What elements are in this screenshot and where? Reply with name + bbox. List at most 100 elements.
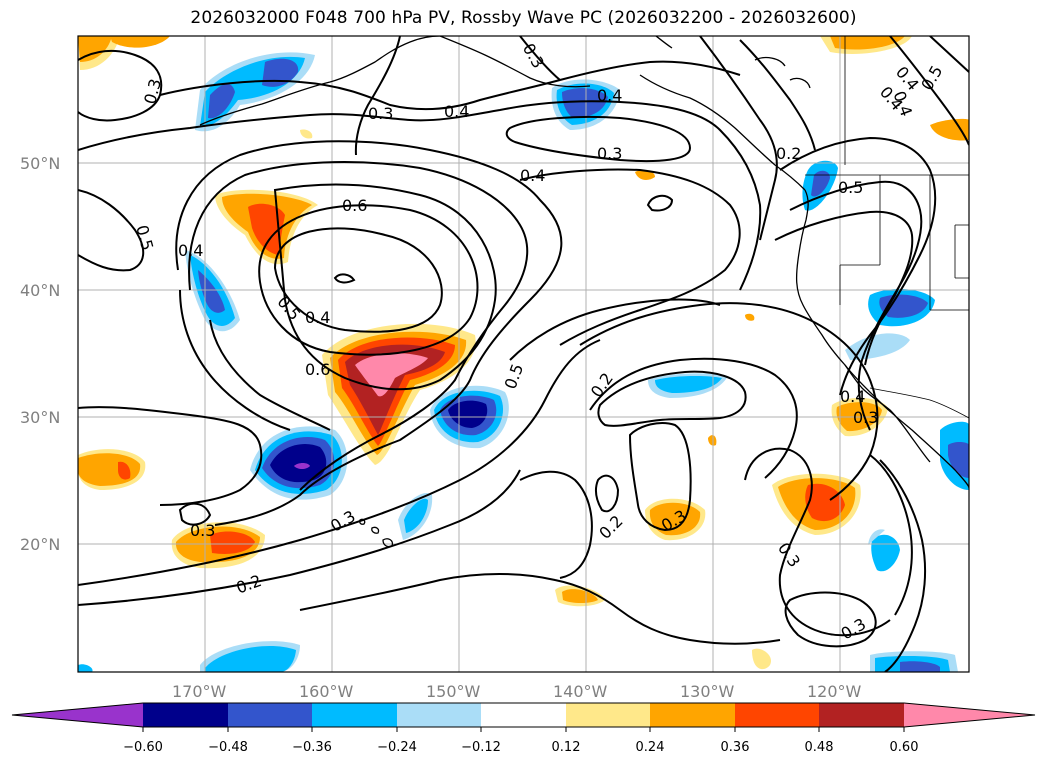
contour-0-2-south-long xyxy=(78,469,521,606)
lat-label-20n: 20°N xyxy=(20,535,60,554)
colorbar-segment xyxy=(650,703,735,727)
contour-0-2-small xyxy=(594,474,620,513)
contour-label: 0.5 xyxy=(838,178,863,197)
contour-0-3-se xyxy=(869,454,913,616)
colorbar-tick-label: 0.24 xyxy=(636,740,665,755)
contour-label: 0.4 xyxy=(444,102,469,121)
contour-0-5-west xyxy=(78,406,263,506)
figure-title: 2026032000 F048 700 hPa PV, Rossby Wave … xyxy=(190,8,857,28)
contour-0-3-loop xyxy=(646,194,674,212)
contour-0-5-broad xyxy=(188,161,529,491)
lon-label-140w: 140°W xyxy=(553,682,608,701)
positive-anomaly-topleft2 xyxy=(110,36,170,48)
positive-anomaly-right-edge xyxy=(930,118,969,141)
pv-filled-anomalies xyxy=(78,36,969,672)
colorbar-segment xyxy=(735,703,819,727)
negative-anomaly-bl xyxy=(78,664,93,672)
colorbar-tick-label: 0.48 xyxy=(805,740,834,755)
pv-contours xyxy=(78,36,969,672)
contour-0-5-ne xyxy=(929,36,969,73)
negative-anomaly-coast-mid xyxy=(845,333,910,360)
negative-anomaly-north xyxy=(562,88,608,118)
contour-0-3-south-long xyxy=(78,339,601,586)
positive-anomaly-small xyxy=(635,169,655,180)
lon-label-120w: 120°W xyxy=(807,682,862,701)
lon-label-150w: 150°W xyxy=(426,682,481,701)
contour-label: 0.3 xyxy=(597,144,622,163)
contour-0-5-coast2 xyxy=(774,210,914,366)
negative-anomaly-subtropical xyxy=(294,463,310,469)
contour-0-4-west xyxy=(78,189,145,272)
negative-anomaly-bottom-right xyxy=(900,661,940,672)
island xyxy=(789,77,811,89)
contour-0-3-north3 xyxy=(505,115,692,163)
contour-0-2-loop xyxy=(597,370,747,427)
contour-0-2-east xyxy=(589,357,798,479)
contour-label: 0.3 xyxy=(853,408,878,427)
contour-0-4-broad xyxy=(175,140,563,526)
contour-0-4-west2 xyxy=(179,289,291,431)
contour-0-5-west2 xyxy=(209,319,331,431)
contour-0-3-se2 xyxy=(879,459,927,672)
colorbar-segment xyxy=(566,703,650,727)
colorbar-tick-label: −0.36 xyxy=(292,740,332,755)
contour-0-4-north xyxy=(78,100,762,291)
colorbar-segment xyxy=(481,703,566,727)
contour-0-3-ne xyxy=(519,36,561,81)
contour-label: 0.6 xyxy=(305,360,330,379)
contour-label: 0.4 xyxy=(597,86,622,105)
colorbar-tick-label: 0.36 xyxy=(721,740,750,755)
positive-anomaly-small xyxy=(752,648,771,670)
map-frame xyxy=(77,35,970,673)
map-panel: 0.3 0.3 0.3 0.4 0.4 0.3 0.4 0.2 0.5 0.6 … xyxy=(78,36,969,672)
colorbar-tick-label: −0.24 xyxy=(377,740,417,755)
island xyxy=(654,36,673,49)
contour-0-4-mid xyxy=(519,168,741,346)
contour-0-6-main xyxy=(273,183,497,391)
alaska-coast-segment xyxy=(439,36,591,88)
positive-anomaly-nw xyxy=(248,203,285,255)
colorbar-segment xyxy=(312,703,397,727)
hawaii xyxy=(371,526,380,534)
contour-0-2-coast xyxy=(739,39,816,151)
negative-anomaly-mexico xyxy=(948,441,969,478)
positive-anomaly-west-edge xyxy=(118,461,131,480)
contour-label: 0.2 xyxy=(776,144,801,163)
baja-coast xyxy=(844,364,931,463)
state-borders xyxy=(839,36,969,311)
colorbar-tick-label: 0.12 xyxy=(552,740,581,755)
contour-0-3-coast xyxy=(699,36,778,241)
colorbar-segment xyxy=(228,703,312,727)
contour-0-3-north2 xyxy=(159,60,741,111)
latitude-labels: 50°N 40°N 30°N 20°N xyxy=(20,154,60,554)
colorbar-segment xyxy=(819,703,904,727)
colorbar-extend-low xyxy=(12,703,143,727)
colorbar-segment xyxy=(397,703,481,727)
panhandle-coast xyxy=(639,74,806,191)
colorbar-tick-label: 0.60 xyxy=(890,740,919,755)
contour-label: 0.3 xyxy=(368,104,393,123)
contour-0-2-central xyxy=(519,470,593,579)
negative-anomaly-coast-north xyxy=(811,170,830,197)
colorbar-segment xyxy=(143,703,228,727)
contour-label: 0.4 xyxy=(178,241,203,260)
colorbar-tick-label: −0.48 xyxy=(208,740,248,755)
political-borders xyxy=(805,36,969,419)
negative-anomaly-hawaii-ne xyxy=(404,498,428,533)
contour-0-4-south xyxy=(784,591,877,648)
coastlines xyxy=(199,36,969,548)
contour-0-2-mid xyxy=(628,422,692,532)
contour-0-3-south xyxy=(744,447,891,637)
negative-anomaly-east xyxy=(655,375,722,393)
contour-0-6-core xyxy=(273,227,443,333)
positive-anomaly-southeast xyxy=(805,483,845,522)
negative-anomaly-central xyxy=(448,400,488,428)
graticule xyxy=(78,36,969,672)
positive-anomaly-small xyxy=(300,129,313,139)
contour-0-5-core xyxy=(258,204,479,356)
lon-label-170w: 170°W xyxy=(172,682,227,701)
contour-0-3-mid xyxy=(509,298,721,361)
colorbar-tick-label: −0.60 xyxy=(123,740,163,755)
contour-label: 0.3 xyxy=(190,521,215,540)
